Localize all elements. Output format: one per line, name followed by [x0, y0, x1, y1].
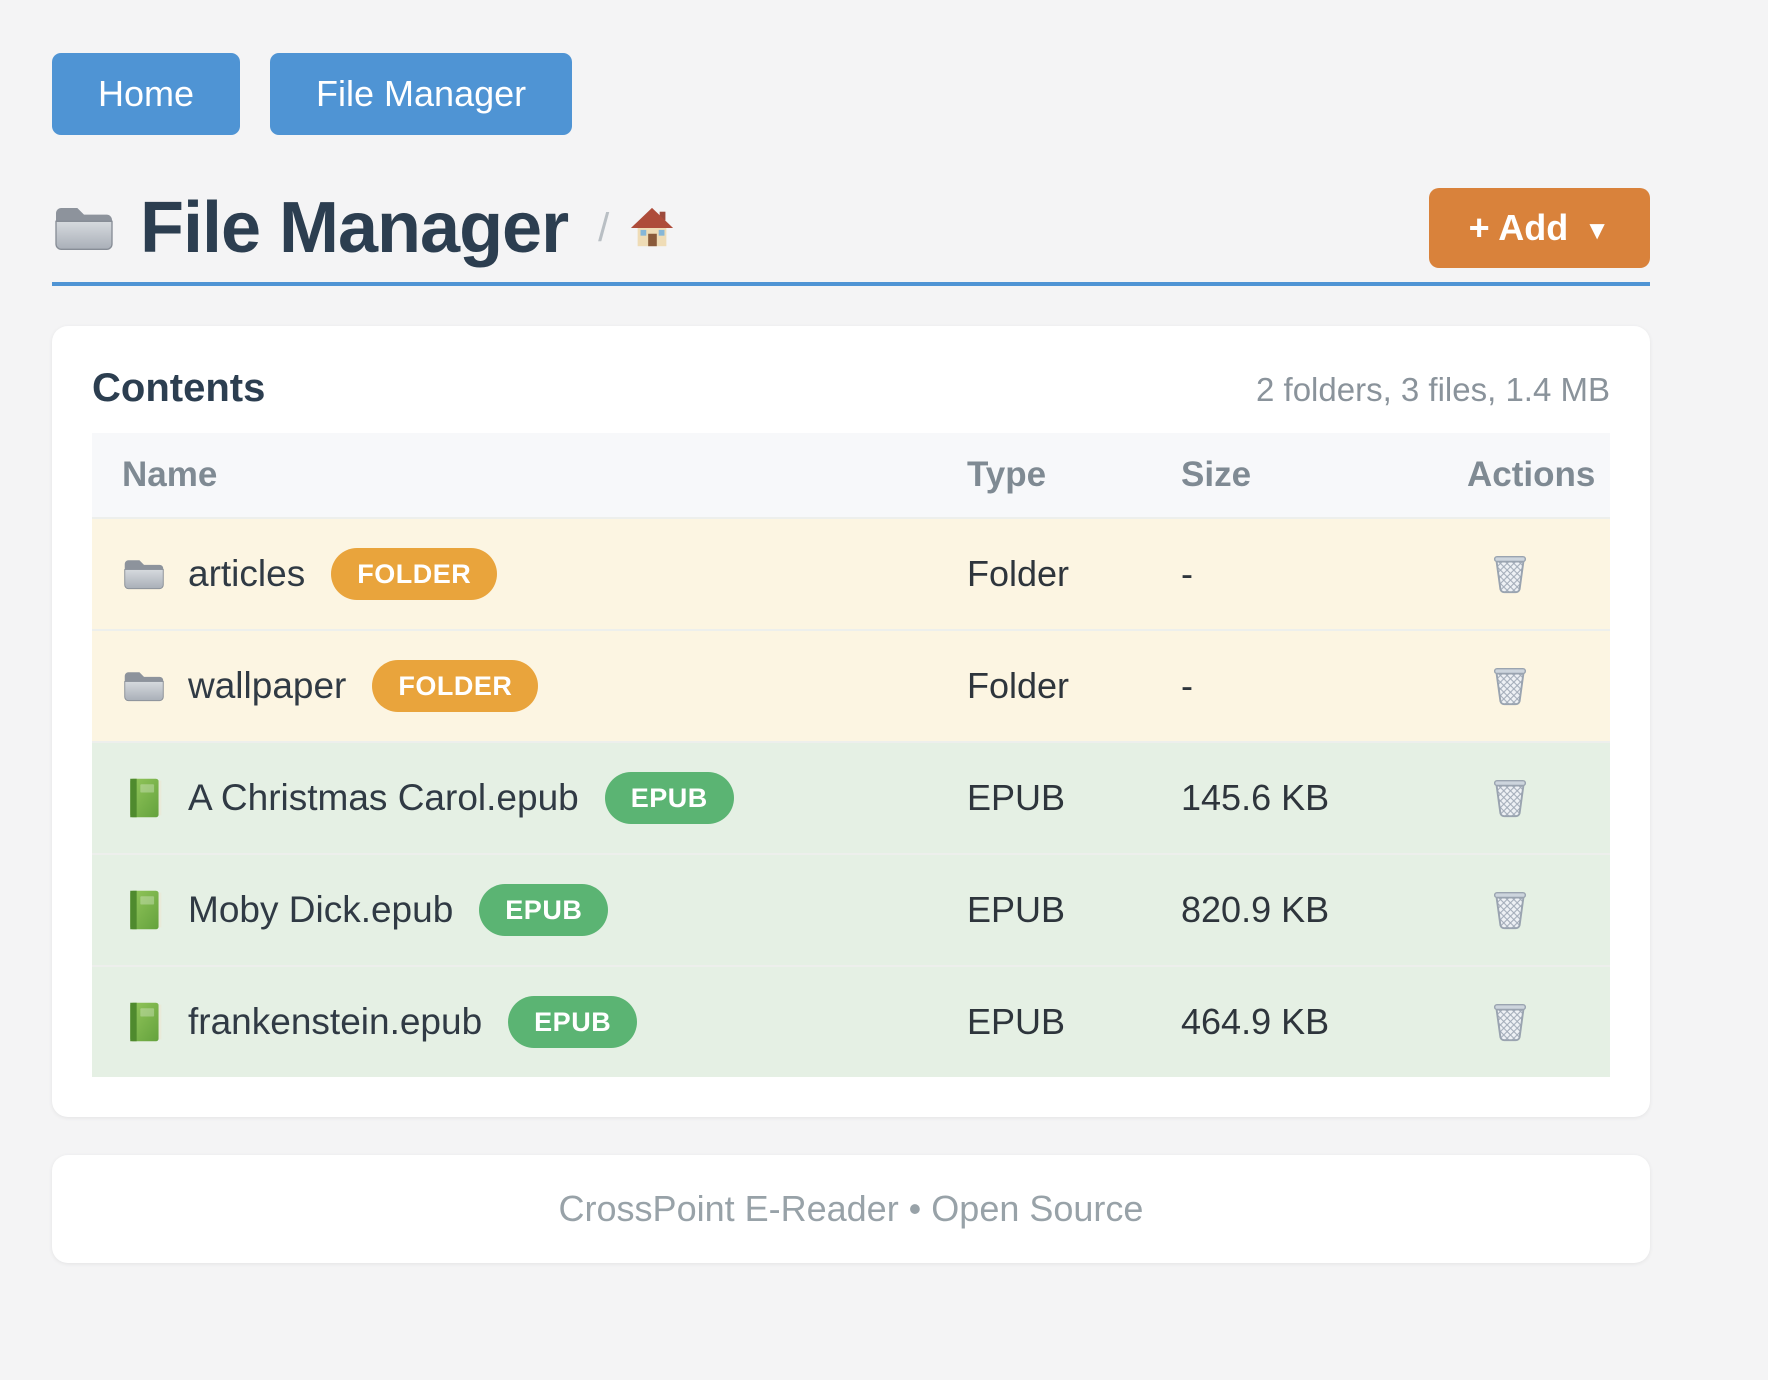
type-badge: EPUB: [604, 772, 734, 824]
folder-icon: [55, 207, 113, 250]
column-header-size: Size: [1181, 455, 1252, 494]
table-row[interactable]: Moby Dick.epub EPUB EPUB 820.9 KB: [92, 853, 1610, 965]
file-type: Folder: [967, 665, 1070, 706]
book-icon: [130, 890, 162, 930]
page-header: + Add ▼ File Manager /: [52, 188, 1650, 286]
page-footer: CrossPoint E-Reader • Open Source: [52, 1155, 1650, 1263]
file-manager-button[interactable]: File Manager: [270, 53, 573, 135]
breadcrumb-separator: /: [598, 205, 610, 250]
page-title: File Manager: [140, 188, 569, 268]
file-size: -: [1181, 553, 1193, 594]
type-badge: EPUB: [508, 996, 638, 1048]
delete-button[interactable]: [1481, 544, 1539, 602]
file-name: articles: [188, 553, 306, 594]
delete-button[interactable]: [1481, 656, 1539, 714]
home-icon: [631, 207, 674, 247]
file-type: EPUB: [967, 1001, 1066, 1042]
file-name: A Christmas Carol.epub: [188, 777, 579, 818]
folder-icon: [124, 671, 164, 702]
title-underline: [52, 282, 1650, 286]
type-badge: FOLDER: [331, 548, 498, 600]
trash-icon: [1493, 555, 1527, 593]
trash-icon: [1493, 1003, 1527, 1041]
delete-button[interactable]: [1481, 992, 1539, 1050]
file-size: 820.9 KB: [1181, 889, 1330, 930]
files-table: Name Type Size Actions articles FOLDER F…: [92, 433, 1610, 1077]
column-header-name: Name: [122, 455, 218, 494]
column-header-actions: Actions: [1467, 455, 1596, 494]
trash-icon: [1493, 891, 1527, 929]
file-name: Moby Dick.epub: [188, 889, 454, 930]
top-nav: Home File Manager: [52, 53, 1650, 135]
contents-summary: 2 folders, 3 files, 1.4 MB: [1256, 371, 1610, 408]
breadcrumb-home-link[interactable]: [629, 205, 675, 251]
table-row[interactable]: articles FOLDER Folder -: [92, 517, 1610, 629]
file-type: Folder: [967, 553, 1070, 594]
file-size: 464.9 KB: [1181, 1001, 1330, 1042]
trash-icon: [1493, 667, 1527, 705]
footer-text: CrossPoint E-Reader • Open Source: [558, 1188, 1144, 1229]
trash-icon: [1493, 779, 1527, 817]
delete-button[interactable]: [1481, 880, 1539, 938]
file-name: frankenstein.epub: [188, 1001, 483, 1042]
contents-heading: Contents: [92, 366, 266, 410]
table-row[interactable]: wallpaper FOLDER Folder -: [92, 629, 1610, 741]
add-button-label: + Add: [1468, 207, 1569, 248]
book-icon: [130, 778, 162, 818]
home-button[interactable]: Home: [52, 53, 241, 135]
table-row[interactable]: frankenstein.epub EPUB EPUB 464.9 KB: [92, 965, 1610, 1077]
contents-card: Contents 2 folders, 3 files, 1.4 MB Name…: [52, 326, 1650, 1117]
file-manager-page: Home File Manager + Add ▼ File Manager /…: [52, 53, 1650, 1263]
delete-button[interactable]: [1481, 768, 1539, 826]
chevron-down-icon: ▼: [1584, 214, 1610, 245]
table-row[interactable]: A Christmas Carol.epub EPUB EPUB 145.6 K…: [92, 741, 1610, 853]
file-size: -: [1181, 665, 1193, 706]
file-type: EPUB: [967, 777, 1066, 818]
add-button[interactable]: + Add ▼: [1428, 188, 1650, 268]
folder-icon: [124, 559, 164, 590]
type-badge: EPUB: [479, 884, 609, 936]
file-type: EPUB: [967, 889, 1066, 930]
file-size: 145.6 KB: [1181, 777, 1330, 818]
type-badge: FOLDER: [372, 660, 539, 712]
file-name: wallpaper: [188, 665, 347, 706]
column-header-type: Type: [967, 455, 1047, 494]
book-icon: [130, 1002, 162, 1042]
table-header-row: Name Type Size Actions: [92, 433, 1610, 517]
